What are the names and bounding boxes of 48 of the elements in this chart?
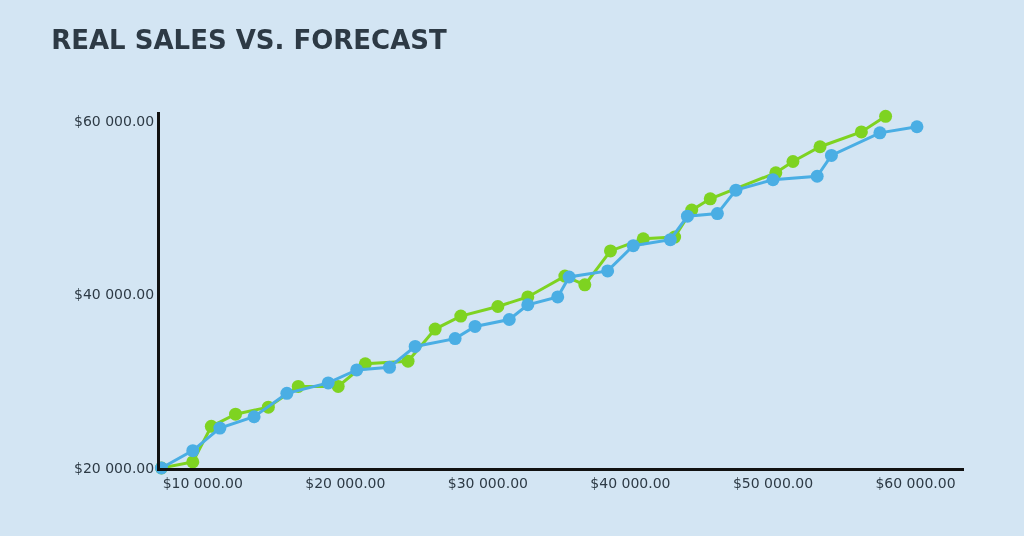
x-tick-label: $10 000.00 — [162, 474, 243, 491]
point — [454, 309, 468, 323]
point — [824, 148, 838, 162]
point — [551, 290, 565, 304]
point — [186, 455, 200, 469]
point — [810, 169, 824, 183]
point — [562, 270, 576, 284]
point — [468, 319, 482, 333]
point — [873, 126, 887, 140]
x-tick-label: $20 000.00 — [305, 474, 386, 491]
point — [186, 444, 200, 458]
point — [401, 354, 415, 368]
x-tick-label: $50 000.00 — [732, 474, 814, 491]
point — [766, 173, 780, 187]
point — [710, 207, 724, 221]
point — [321, 376, 335, 390]
point — [502, 313, 516, 327]
point — [854, 125, 868, 139]
point — [448, 332, 462, 346]
y-tick-label: $40 000.00 — [74, 286, 155, 303]
point — [603, 244, 617, 258]
point — [626, 239, 640, 253]
point — [428, 322, 442, 336]
chart-title: REAL SALES VS. FORECAST — [51, 25, 448, 56]
point — [680, 209, 694, 223]
point — [213, 421, 227, 435]
point — [247, 410, 261, 424]
point — [879, 109, 893, 123]
point — [280, 386, 294, 400]
y-tick-label: $60 000.00 — [74, 112, 155, 129]
point — [491, 300, 505, 313]
point — [663, 233, 677, 247]
point — [813, 140, 827, 154]
point — [910, 120, 924, 134]
point — [521, 298, 535, 312]
point — [729, 183, 743, 197]
y-tick-label: $20 000.00 — [74, 459, 155, 476]
x-tick-label: $30 000.00 — [447, 474, 528, 491]
point — [601, 264, 615, 278]
point — [786, 154, 800, 168]
point — [703, 192, 717, 206]
point — [383, 360, 397, 374]
point — [408, 339, 422, 353]
point — [350, 363, 364, 377]
point — [578, 278, 592, 292]
x-tick-label: $40 000.00 — [590, 474, 671, 491]
x-tick-label: $60 000.00 — [875, 474, 956, 491]
point — [229, 407, 243, 421]
